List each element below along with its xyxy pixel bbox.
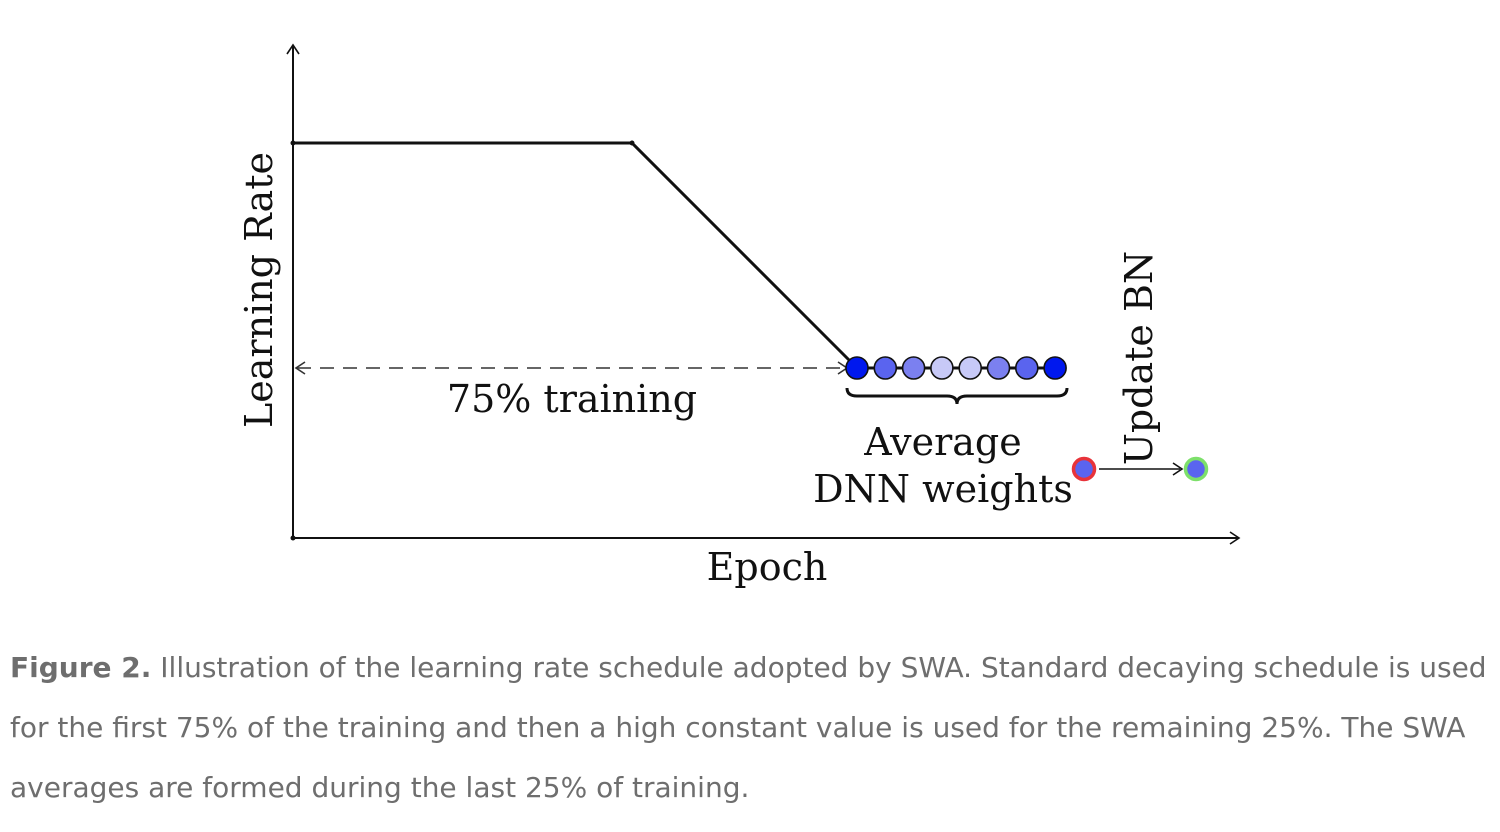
weight-dot <box>1015 356 1039 380</box>
update-bn-arrowhead <box>1172 462 1184 476</box>
averaged-weight-dots <box>845 356 1067 380</box>
average-label-line2: DNN weights <box>813 467 1073 511</box>
swa-schedule-diagram: 75% training Average DNN weights Update … <box>237 43 1241 589</box>
weight-dot <box>958 356 983 380</box>
curve-start-dot <box>290 140 296 146</box>
weight-dot <box>1043 356 1067 380</box>
figure-caption: Figure 2. Illustration of the learning r… <box>10 638 1490 818</box>
weight-dot <box>986 356 1011 380</box>
update-bn-label: Update BN <box>1117 251 1161 465</box>
training-label: 75% training <box>447 377 697 421</box>
x-axis-arrowhead <box>1229 531 1241 545</box>
y-axis-label: Learning Rate <box>237 152 281 428</box>
caption-label: Figure 2. <box>10 651 152 684</box>
x-axis-label: Epoch <box>707 545 828 589</box>
weight-dot <box>873 356 898 380</box>
weight-dot <box>930 356 954 380</box>
caption-text: Illustration of the learning rate schedu… <box>10 651 1487 804</box>
weights-before-bn-dot <box>1071 456 1097 482</box>
weight-dot <box>901 356 926 380</box>
origin-dot <box>290 535 296 541</box>
average-label-line1: Average <box>863 420 1022 464</box>
weight-dot <box>845 356 869 380</box>
averaging-brace <box>845 387 1069 405</box>
weights-after-bn-dot <box>1183 456 1209 482</box>
curve-knee-dot <box>629 140 635 146</box>
training-span-left-arrowhead <box>294 361 306 375</box>
learning-rate-curve <box>293 141 1055 370</box>
y-axis-arrowhead <box>286 43 300 55</box>
